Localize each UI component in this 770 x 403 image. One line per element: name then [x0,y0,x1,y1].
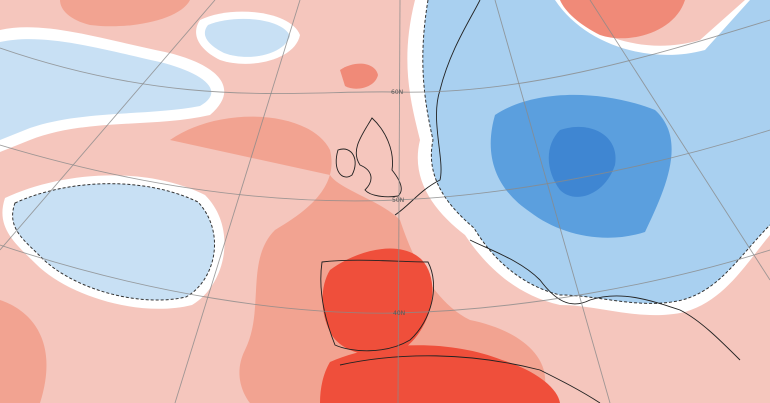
meridian-line [589,0,770,281]
latitude-label: 40N [393,310,405,317]
warm-anomaly-area [0,300,47,403]
coastline [335,148,356,178]
strong-warm-anomaly [320,345,560,403]
zero-contour [422,0,770,304]
latitude-line [0,129,770,202]
warm-anomaly-area [560,0,685,39]
coastline [339,355,601,403]
coastline [394,0,481,216]
cold-anomaly-area [12,183,215,301]
strong-warm-anomaly [322,248,433,356]
meridian-line [494,0,611,403]
latitude-label: 50N [392,197,404,204]
strong-cold-anomaly [548,126,616,197]
warm-anomaly-area [340,63,378,89]
coastline [469,239,741,361]
meridian-line [0,0,216,251]
coastlines [320,0,741,403]
latitude-label: 60N [391,89,403,96]
coastline [355,117,402,198]
meridian-line [174,0,301,403]
zero-contour [12,183,216,301]
cold-anomaly-area [204,18,290,57]
latitude-line [0,244,770,314]
coastline [320,259,435,352]
meridian-line [397,0,401,403]
latitude-line [0,19,770,94]
cold-anomaly-areas [0,0,770,316]
warm-anomaly-area [60,0,190,27]
